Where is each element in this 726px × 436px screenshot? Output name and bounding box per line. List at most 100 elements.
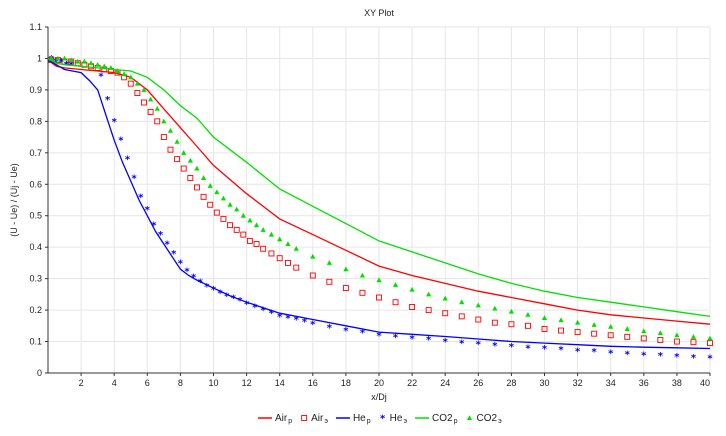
series-co2-triangle-point — [167, 128, 174, 133]
series-co2-triangle-point — [161, 118, 167, 124]
series-co2-triangle-point — [641, 328, 647, 334]
x-axis-label: x/Dj — [371, 392, 387, 402]
series-co2-triangle-point — [707, 335, 713, 341]
legend-item-air-line: Airp — [258, 413, 292, 425]
series-air-square-point — [134, 90, 141, 97]
series-air-square-point — [160, 134, 167, 141]
x-tick-label: 12 — [242, 378, 252, 388]
series-air-square-point — [260, 245, 267, 252]
series-co2-triangle-point — [392, 282, 399, 287]
series-co2-triangle-point — [55, 55, 61, 61]
series-he-star-point: * — [112, 117, 118, 128]
series-air-square-point — [141, 99, 147, 106]
y-tick-label: 1 — [37, 53, 42, 63]
series-co2-triangle-point — [68, 57, 74, 63]
y-axis-label: (U - Ue) / (Uj - Ue) — [9, 163, 19, 237]
series-he-star-point: * — [542, 344, 548, 355]
series-he-star-point: * — [158, 230, 164, 241]
series-he-star-point: * — [459, 339, 465, 350]
series-air-square-point — [253, 241, 260, 247]
series-he-star-point: * — [575, 346, 581, 357]
series-co2-triangle-point — [134, 80, 140, 86]
series-he-star-point: * — [285, 313, 291, 324]
series-he-star-point: * — [707, 354, 713, 365]
series-he-star-point: * — [244, 299, 250, 310]
legend-swatch: * — [380, 414, 386, 425]
series-air-square-point — [309, 272, 316, 279]
series-co2-triangle-point — [492, 305, 498, 311]
series-he-star-point: * — [151, 221, 157, 232]
series-co2-triangle-point — [247, 217, 253, 223]
series-he-star-point: * — [231, 294, 237, 305]
x-tick-label: 34 — [606, 378, 616, 388]
x-tick-label: 22 — [407, 378, 417, 388]
x-tick-label: 2 — [79, 378, 84, 388]
series-co2-line — [47, 57, 711, 318]
series-air-square-point — [491, 319, 498, 326]
x-tick-label: 24 — [440, 378, 450, 388]
series-he-star-point: * — [165, 240, 171, 251]
series-he-star-point: * — [608, 348, 614, 359]
series-co2-triangle-point — [121, 71, 127, 77]
series-he-star-point: * — [592, 347, 598, 358]
legend-label: Airэ — [311, 413, 328, 425]
series-co2-triangle-point — [657, 330, 663, 336]
series-he-star-point: * — [138, 192, 144, 203]
series-co2-triangle-point — [475, 302, 481, 308]
series-he-star-point: * — [211, 285, 217, 296]
series-co2-triangle-point — [181, 150, 187, 155]
series-he-star-point: * — [674, 352, 680, 363]
grid-lines — [48, 26, 711, 374]
series-co2-triangle-point — [591, 322, 597, 327]
series-he-star-point: * — [178, 258, 184, 269]
series-he-star-point: * — [184, 266, 190, 277]
series-he-star-point: * — [204, 282, 210, 293]
series-air-square-point — [240, 231, 247, 238]
series-he-star-point: * — [237, 296, 243, 307]
series-co2-triangle-point — [253, 222, 260, 228]
series-co2-triangle — [48, 55, 713, 341]
series-he-star-point: * — [224, 291, 230, 302]
x-tick-label: 28 — [506, 378, 516, 388]
series-air-square-point — [167, 146, 174, 153]
series-air-square-point — [425, 307, 432, 314]
legend-label: Heэ — [390, 413, 408, 425]
series-co2-triangle-point — [61, 55, 68, 61]
series-co2-triangle-point — [525, 312, 531, 317]
series-he-star-point: * — [269, 309, 275, 320]
x-tick-label: 16 — [308, 378, 318, 388]
series-co2-triangle-point — [214, 189, 220, 195]
legend-label: CO2p — [432, 413, 458, 425]
series-he-star-point: * — [98, 71, 104, 82]
series-air-square-point — [213, 209, 220, 216]
series-air-square-point — [541, 326, 548, 332]
series-air-square-point — [342, 285, 349, 292]
series-co2-triangle-point — [207, 183, 213, 188]
series-co2-triangle-point — [114, 68, 121, 74]
series-he-star-point: * — [360, 328, 366, 339]
series-air-square-point — [673, 338, 680, 345]
series-air-square-point — [154, 118, 161, 125]
y-tick-label: 0.4 — [29, 242, 42, 252]
series-co2-triangle-point — [260, 227, 266, 232]
series-he-star-point: * — [443, 337, 449, 348]
series-he-star-point: * — [409, 334, 415, 345]
series-co2-triangle-point — [81, 58, 88, 64]
series-air-square-point — [193, 184, 200, 191]
series-he-star-point: * — [59, 57, 65, 68]
series-he-star-point: * — [641, 350, 647, 361]
series-he-star-point: * — [558, 345, 564, 356]
series-co2-triangle-point — [220, 195, 227, 201]
series-he-star-point: * — [327, 323, 333, 334]
series-air-square-point — [690, 339, 697, 346]
series-co2-triangle-point — [240, 212, 246, 218]
series-air-square-point — [392, 299, 399, 306]
series-he-star-point: * — [691, 353, 697, 364]
series-he-star-point: * — [525, 343, 531, 354]
series-co2-triangle-point — [285, 241, 291, 247]
series-air-square-point — [147, 108, 154, 115]
series-air-square-point — [276, 255, 283, 262]
legend: Airp Airэ Hep * Heэ CO2p CO2э — [258, 413, 502, 425]
series-air-square-point — [657, 337, 664, 343]
